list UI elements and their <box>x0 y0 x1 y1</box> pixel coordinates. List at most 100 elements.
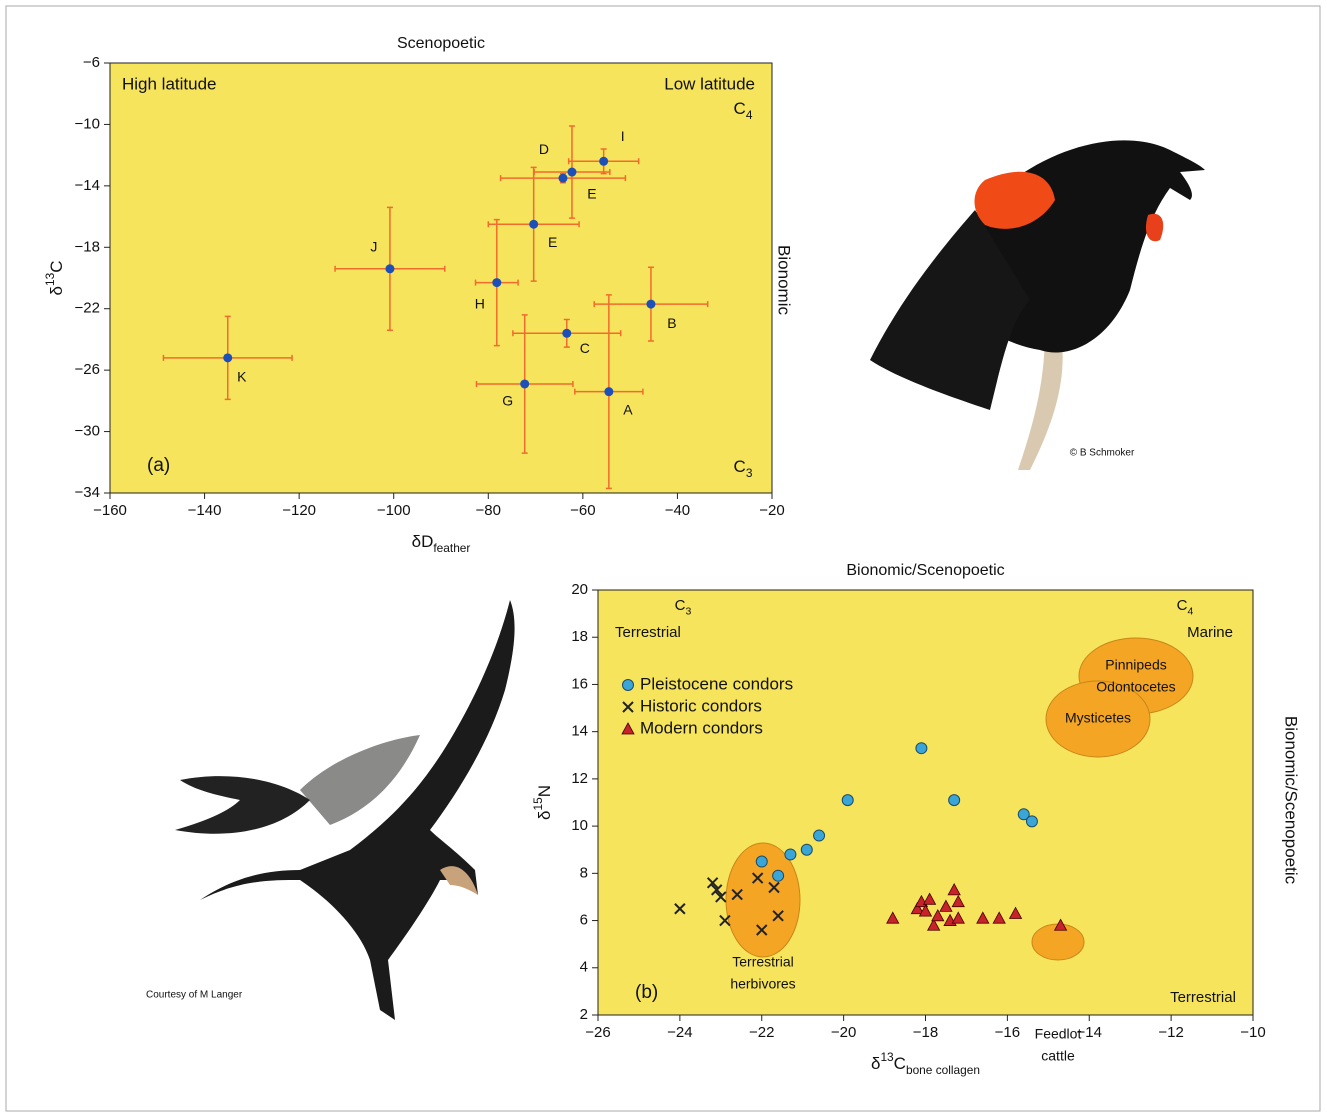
point <box>558 173 568 183</box>
y-tick-label: 2 <box>580 1006 588 1023</box>
point <box>800 843 813 856</box>
x-tick-label: −24 <box>667 1024 692 1041</box>
label: δDfeather <box>412 532 471 555</box>
point <box>915 742 928 755</box>
point <box>756 924 768 936</box>
point <box>621 722 635 735</box>
point <box>947 883 961 896</box>
region-label: cattle <box>1041 1048 1075 1064</box>
panel-label: (a) <box>147 455 170 476</box>
point <box>492 278 502 288</box>
condor-photo <box>175 600 515 1020</box>
label: C4 <box>1177 597 1194 617</box>
label: C4 <box>734 99 753 122</box>
x-tick-label: −80 <box>476 502 501 519</box>
point <box>768 881 780 894</box>
annotation: High latitude <box>122 74 217 93</box>
label-part: δ <box>871 1054 880 1073</box>
label: δ15N <box>531 785 554 820</box>
legend-label: Modern condors <box>640 718 763 737</box>
x-tick-label: −22 <box>749 1024 774 1041</box>
x-tick-label: −40 <box>665 502 690 519</box>
label: C3 <box>675 597 692 617</box>
label-part: 4 <box>746 108 753 122</box>
annotation: Bionomic <box>775 245 794 315</box>
label-part: δ <box>47 286 66 295</box>
point-label: C <box>580 340 590 356</box>
y-tick-label: −30 <box>75 423 100 440</box>
x-tick-label: −120 <box>282 502 316 519</box>
point <box>567 167 577 177</box>
point-label: E <box>548 234 557 250</box>
x-tick-label: −60 <box>570 502 595 519</box>
label-part: δD <box>412 532 434 551</box>
point <box>922 892 937 905</box>
x-tick-label: −160 <box>93 502 127 519</box>
point-label: E <box>587 186 596 202</box>
y-tick-label: 10 <box>571 817 588 834</box>
panel-label: (b) <box>635 982 658 1003</box>
label-part: N <box>535 785 554 797</box>
label-part: C <box>47 261 66 273</box>
point <box>992 911 1006 924</box>
label-part: 15 <box>531 797 545 811</box>
x-tick-label: −14 <box>1077 1024 1102 1041</box>
x-tick-label: −12 <box>1158 1024 1183 1041</box>
point-label: J <box>370 238 377 254</box>
y-tick-label: 18 <box>571 628 588 645</box>
y-tick-label: 14 <box>571 723 588 740</box>
x-tick-label: −140 <box>188 502 222 519</box>
annotation: Marine <box>1187 624 1233 641</box>
y-tick-label: −26 <box>75 361 100 378</box>
point <box>711 884 723 896</box>
x-tick-label: −20 <box>759 502 784 519</box>
blackbird-photo <box>870 140 1205 470</box>
point <box>562 328 572 338</box>
point-label: I <box>621 128 625 144</box>
legend-label: Historic condors <box>640 696 762 715</box>
point <box>886 911 900 924</box>
point <box>622 679 634 691</box>
region-label: Feedlot <box>1035 1026 1082 1042</box>
point <box>599 156 609 166</box>
chart-title: Scenopoetic <box>397 35 485 52</box>
point <box>918 904 933 917</box>
y-tick-label: −22 <box>75 300 100 317</box>
label-part: 3 <box>746 466 753 480</box>
point <box>529 219 539 229</box>
legend-label: Pleistocene condors <box>640 674 793 693</box>
region-label: Terrestrial <box>732 954 793 970</box>
point <box>813 829 826 842</box>
point-label: B <box>667 315 676 331</box>
point-label: D <box>539 141 549 157</box>
x-tick-label: −100 <box>377 502 411 519</box>
y-tick-label: 12 <box>571 770 588 787</box>
point <box>674 903 686 915</box>
point <box>719 914 731 927</box>
point <box>1008 906 1023 919</box>
y-tick-label: 16 <box>571 675 588 692</box>
label-part: 4 <box>1188 605 1194 617</box>
point <box>1017 808 1030 821</box>
y-tick-label: 4 <box>580 959 588 976</box>
point <box>976 911 990 924</box>
point <box>939 899 953 912</box>
y-tick-label: 20 <box>571 581 588 598</box>
photo-credit: Courtesy of M Langer <box>146 990 243 1001</box>
point <box>910 901 924 915</box>
annotation: Bionomic/Scenopoetic <box>1282 716 1301 885</box>
x-tick-label: −18 <box>913 1024 938 1041</box>
point <box>772 910 784 922</box>
point <box>731 888 743 901</box>
label-part: C <box>894 1054 906 1073</box>
label: δ13C <box>43 261 66 296</box>
point <box>1025 815 1038 828</box>
x-tick-label: −26 <box>585 1024 610 1041</box>
chart-title: Bionomic/Scenopoetic <box>846 562 1004 579</box>
y-tick-label: −10 <box>75 115 100 132</box>
x-tick-label: −16 <box>995 1024 1020 1041</box>
annotation: Terrestrial <box>615 624 681 641</box>
point <box>841 794 854 807</box>
point-label: H <box>475 295 485 311</box>
